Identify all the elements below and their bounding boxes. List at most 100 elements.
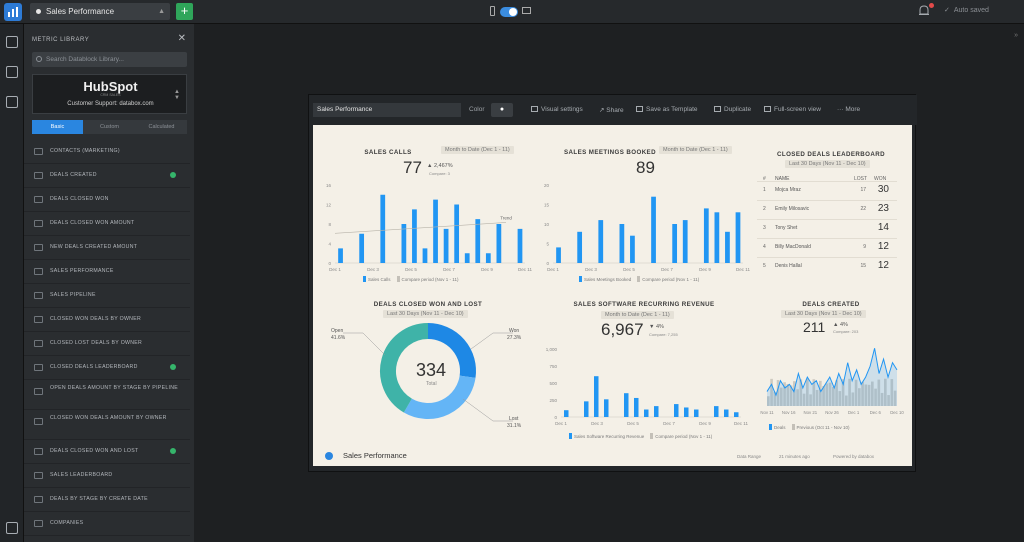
close-icon[interactable]: ✕ — [177, 33, 186, 44]
donut-slice-lost — [403, 375, 476, 419]
add-dashboard-button[interactable]: + — [176, 3, 193, 20]
metrics-icon[interactable] — [6, 66, 18, 78]
row-lost: 17 — [860, 187, 866, 193]
dashboard-selector[interactable]: Sales Performance ▲▼ — [30, 3, 170, 32]
metric-item[interactable]: DEALS CREATED — [24, 164, 190, 188]
editor-toolbar: Sales Performance Color ● Visual setting… — [309, 95, 917, 125]
bar — [624, 393, 629, 417]
legend-b: Compare period (Nov 1 - 11) — [655, 434, 713, 439]
metric-chart-icon — [34, 340, 43, 347]
metric-label: DEALS CLOSED WON — [50, 196, 109, 202]
device-toggle[interactable] — [488, 5, 532, 19]
metric-item[interactable]: SALES PIPELINE — [24, 284, 190, 308]
metric-item[interactable]: DEALS CLOSED WON AMOUNT — [24, 212, 190, 236]
color-picker-button[interactable]: ● — [491, 103, 513, 117]
dashboard-icon[interactable] — [6, 36, 18, 48]
won-leader-line — [470, 332, 513, 350]
row-name: Denis Hallal — [775, 263, 802, 269]
metric-item[interactable]: CONTACTS (MARKETING) — [24, 140, 190, 164]
footer-powered: Powered by databox — [833, 454, 875, 459]
x-tick-label: Dec 1 — [329, 267, 341, 272]
compare-bar — [822, 385, 825, 406]
bar — [714, 212, 720, 263]
period-selector[interactable]: Month to Date (Dec 1 - 11) — [659, 146, 732, 154]
period-selector[interactable]: Month to Date (Dec 1 - 11) — [441, 146, 514, 154]
share-button[interactable]: ↗ Share — [599, 106, 624, 114]
visual-settings-button[interactable]: Visual settings — [531, 106, 583, 113]
duplicate-button[interactable]: Duplicate — [714, 106, 751, 113]
compare-bar — [776, 380, 780, 406]
share-icon: ↗ — [599, 107, 607, 114]
recurring-revenue-tile[interactable]: SALES SOFTWARE RECURRING REVENUE Month t… — [539, 293, 749, 443]
metric-item[interactable]: SALES PERFORMANCE — [24, 260, 190, 284]
monitor-icon[interactable] — [522, 7, 531, 14]
bar — [734, 412, 739, 417]
deals-created-tile[interactable]: DEALS CREATED Last 30 Days (Nov 11 - Dec… — [757, 293, 905, 443]
datasource-icon[interactable] — [6, 96, 18, 108]
lost-pct: 31.1% — [507, 423, 522, 429]
won-lost-tile[interactable]: DEALS CLOSED WON AND LOST Last 30 Days (… — [323, 293, 533, 443]
metric-item[interactable]: COMPANIES — [24, 512, 190, 536]
collapse-panel-icon[interactable] — [6, 522, 18, 534]
period-selector[interactable]: Month to Date (Dec 1 - 11) — [601, 311, 674, 319]
library-tabs: Basic Custom Calculated — [32, 120, 187, 134]
notification-bell-icon[interactable] — [918, 3, 934, 18]
period-selector[interactable]: Last 30 Days (Nov 11 - Dec 10) — [383, 310, 468, 318]
row-won: 23 — [877, 203, 889, 214]
metric-item[interactable]: DEALS CLOSED WON — [24, 188, 190, 212]
tab-calculated[interactable]: Calculated — [148, 124, 175, 130]
compare-bar — [819, 380, 822, 406]
chart-legend: Sales Software Recurring Revenue Compare … — [569, 433, 712, 439]
bar — [577, 231, 583, 263]
metric-item[interactable]: DEALS BY STAGE BY CREATE DATE — [24, 488, 190, 512]
tile-title: SALES MEETINGS BOOKED — [564, 149, 656, 156]
compare-bar — [861, 381, 864, 406]
period-selector[interactable]: Last 30 Days (Nov 11 - Dec 10) — [785, 160, 870, 168]
dashboard-footer: Sales Performance Data Range 21 minutes … — [313, 446, 912, 466]
sales-calls-tile[interactable]: SALES CALLS Month to Date (Dec 1 - 11) 7… — [323, 133, 533, 285]
donut-slice-won — [427, 323, 476, 378]
search-icon — [36, 56, 42, 62]
tab-basic[interactable]: Basic — [32, 120, 83, 134]
metric-chart-icon — [34, 418, 43, 425]
fullscreen-button[interactable]: Full-screen view — [764, 106, 821, 113]
period-selector[interactable]: Last 30 Days (Nov 11 - Dec 10) — [781, 310, 866, 318]
dashboard-title-field[interactable]: Sales Performance — [313, 103, 461, 117]
compare-bar — [851, 392, 855, 406]
expand-icon[interactable]: » — [1014, 32, 1018, 39]
bar — [651, 196, 656, 263]
metric-item[interactable]: CLOSED DEALS LEADERBOARD — [24, 356, 190, 380]
tile-title: SALES SOFTWARE RECURRING REVENUE — [573, 301, 715, 308]
device-switch[interactable] — [500, 7, 518, 17]
library-search-input[interactable]: Search Datablock Library... — [32, 52, 187, 67]
x-tick-label: Dec 1 — [848, 410, 860, 415]
metric-label: SALES PERFORMANCE — [50, 268, 114, 274]
metric-item[interactable]: SALES LEADERBOARD — [24, 464, 190, 488]
databox-logo-icon[interactable] — [4, 3, 22, 21]
tile-title: DEALS CREATED — [802, 301, 860, 308]
compare-bar — [874, 388, 877, 406]
metric-item[interactable]: CLOSED WON DEALS AMOUNT BY OWNER — [24, 410, 190, 440]
more-button[interactable]: ··· More — [837, 106, 860, 113]
metric-item[interactable]: CLOSED WON DEALS BY OWNER — [24, 308, 190, 332]
compare-bar — [815, 389, 819, 406]
metric-item[interactable]: NEW DEALS CREATED AMOUNT — [24, 236, 190, 260]
datasource-selector[interactable]: HubSpot CRM SALES Customer Support: data… — [32, 74, 187, 114]
metric-item[interactable]: CLOSED LOST DEALS BY OWNER — [24, 332, 190, 356]
tab-custom[interactable]: Custom — [100, 124, 119, 130]
metric-chart-icon — [34, 520, 43, 527]
phone-icon[interactable] — [490, 6, 495, 16]
bar — [517, 228, 523, 263]
share-label: Share — [606, 107, 624, 114]
sales-meetings-tile[interactable]: SALES MEETINGS BOOKED Month to Date (Dec… — [539, 133, 750, 285]
save-template-button[interactable]: Save as Template — [636, 106, 698, 113]
metric-chart-icon — [34, 448, 43, 455]
leaderboard-tile[interactable]: CLOSED DEALS LEADERBOARD Last 30 Days (N… — [757, 133, 905, 285]
x-tick-label: Dec 11 — [736, 267, 750, 272]
metric-item[interactable]: OPEN DEALS AMOUNT BY STAGE BY PIPELINE — [24, 380, 190, 410]
settings-icon — [531, 106, 538, 112]
bar — [475, 219, 481, 263]
metric-item[interactable]: DEALS CLOSED WON AND LOST — [24, 440, 190, 464]
bar — [644, 409, 649, 417]
